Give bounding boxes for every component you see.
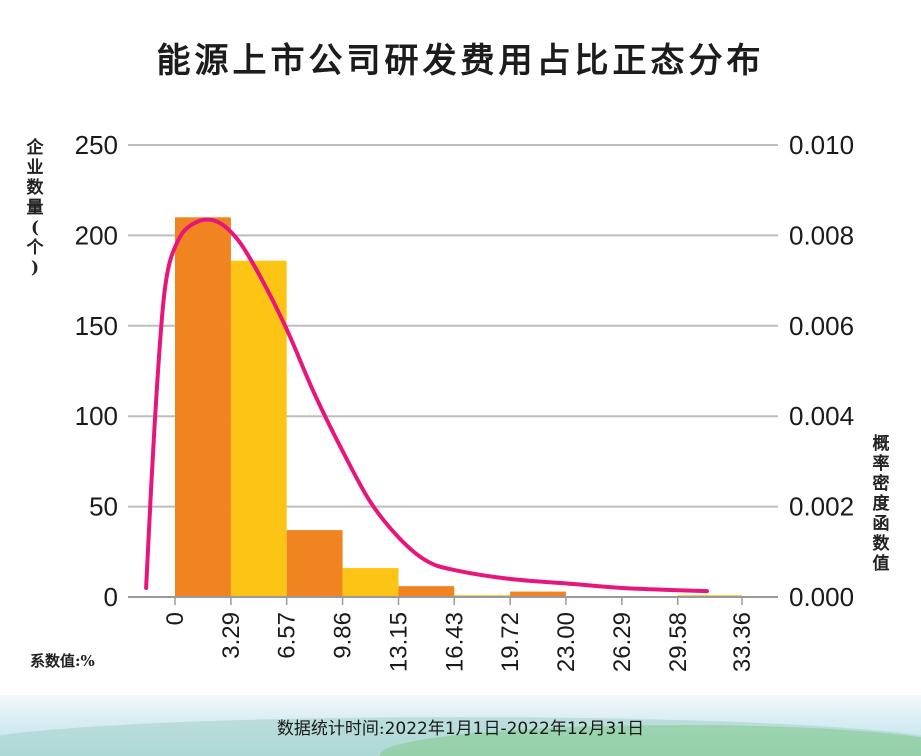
histogram-bar (342, 568, 399, 597)
left-y-tick-label: 0 (104, 582, 118, 612)
left-y-tick-label: 50 (89, 492, 118, 522)
footer-label: 数据统计时间: (276, 719, 385, 739)
histogram-bar (230, 260, 287, 597)
right-axis-label-char: 函 (872, 514, 890, 534)
left-y-tick-label: 100 (75, 401, 118, 431)
left-axis-label-char: ( (30, 218, 40, 238)
x-tick-label: 23.00 (553, 612, 580, 672)
density-curve-layer (144, 217, 709, 594)
footer-range: 2022年1月1日-2022年12月31日 (384, 719, 645, 739)
left-y-tick-label: 150 (75, 311, 118, 341)
footer-date-range: 数据统计时间:2022年1月1日-2022年12月31日 (0, 714, 921, 739)
right-y-tick-label: 0.004 (789, 401, 854, 431)
left-y-tick-label: 200 (75, 220, 118, 250)
right-y-tick-label: 0.010 (789, 130, 854, 160)
x-tick-label: 0 (162, 612, 189, 625)
density-curve (144, 217, 709, 594)
x-tick-label: 33.36 (729, 612, 756, 672)
right-axis-label-char: 度 (872, 494, 890, 514)
left-axis-label-char: 企 (26, 138, 44, 158)
right-axis-label-char: 率 (872, 454, 890, 474)
x-tick-label: 3.29 (218, 612, 245, 659)
left-y-tick-label: 250 (75, 130, 118, 160)
left-axis-label-char: 业 (26, 158, 44, 178)
left-axis-label-char: ) (30, 258, 40, 278)
x-unit-note: 系数值:% (30, 652, 95, 670)
left-y-ticks: 0 50 100 150 200 250 (75, 130, 118, 612)
right-y-ticks: 0.000 0.002 0.004 0.006 0.008 0.010 (789, 130, 854, 612)
histogram-bar (398, 586, 455, 597)
footer-wave (0, 717, 921, 756)
left-axis-label-char: 量 (26, 198, 44, 218)
right-y-tick-label: 0.000 (789, 582, 854, 612)
x-tick-label: 6.57 (274, 612, 301, 659)
footer-decoration (0, 695, 921, 756)
x-tick-label: 26.29 (609, 612, 636, 672)
right-axis-label-char: 密 (872, 474, 890, 494)
right-y-tick-label: 0.006 (789, 311, 854, 341)
right-axis-label: 概率密度函数值 (868, 434, 894, 574)
right-axis-label-char: 值 (872, 554, 890, 574)
left-axis-label-char: 数 (26, 178, 44, 198)
right-axis-label-char: 数 (872, 534, 890, 554)
right-axis-label-char: 概 (872, 434, 890, 454)
histogram-bar (286, 530, 343, 597)
histogram-bar (175, 217, 231, 597)
x-tick-label: 29.58 (665, 612, 692, 672)
axes (128, 596, 778, 605)
x-tick-label: 19.72 (497, 612, 524, 672)
left-axis-label-char: 个 (26, 238, 44, 258)
x-tick-label: 16.43 (441, 612, 468, 672)
x-tick-label: 9.86 (330, 612, 357, 659)
x-ticks: 0 3.29 6.57 9.86 13.15 16.43 19.72 23.00 26.29 29… (162, 612, 756, 672)
chart-title: 能源上市公司研发费用占比正态分布 (156, 41, 765, 81)
right-y-tick-label: 0.002 (789, 492, 854, 522)
histogram-bar (510, 591, 566, 597)
histogram-bars (175, 217, 742, 597)
left-axis-label: 企业数量(个) (22, 138, 48, 278)
right-y-tick-label: 0.008 (789, 220, 854, 250)
x-tick-label: 13.15 (386, 612, 413, 672)
